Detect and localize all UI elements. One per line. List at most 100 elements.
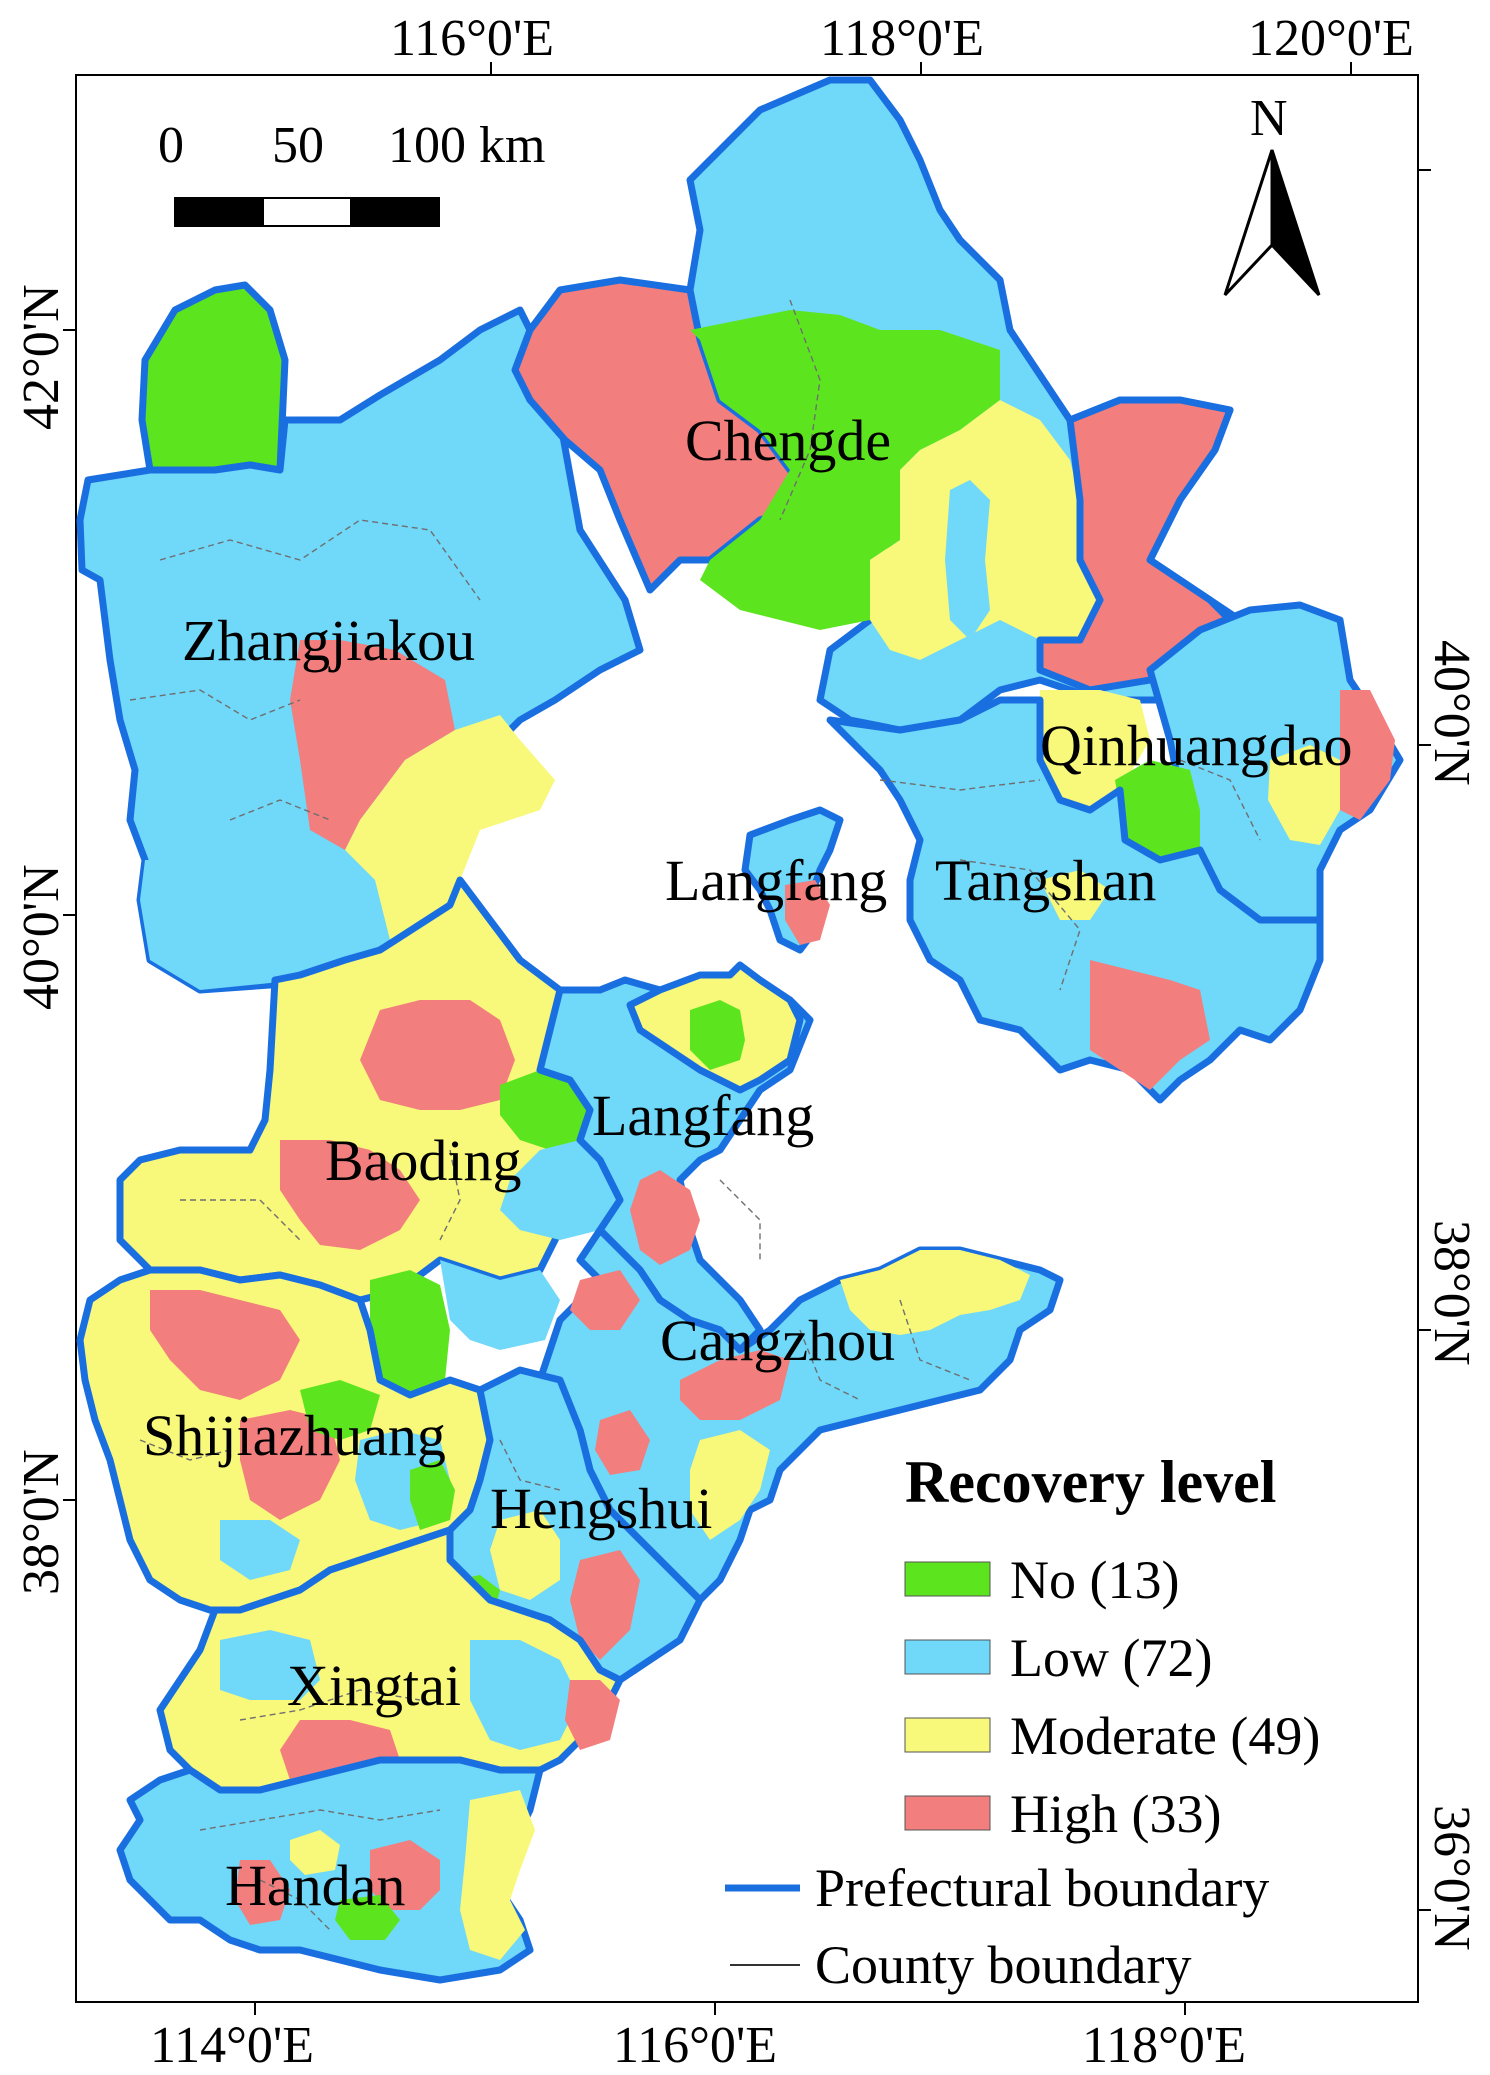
county-baoding-no-south [370,1270,450,1395]
county-cangzhou-high-mid [680,1350,790,1420]
scale-seg-1 [174,197,264,227]
county-handan-moderate-west [290,1830,340,1875]
north-label: N [1250,90,1288,147]
prefecture-langfang [536,961,814,1354]
county-qhd-high [1340,690,1395,820]
county-cangzhou-moderate-south [690,1430,770,1540]
prefecture-qinhuangdao [1040,601,1404,924]
county-hengshui-high-a [595,1410,650,1475]
county-sjz-no [300,1380,380,1440]
city-label-xingtai: Xingtai [287,1653,461,1718]
left-tick-40: 40°0'N [13,864,70,1010]
legend-label-no: No (13) [1010,1550,1179,1610]
city-label-zhangjiakou: Zhangjiakou [182,608,475,673]
scale-seg-3 [350,197,440,227]
legend-swatch-no [904,1561,991,1597]
bottom-tick-116: 116°0'E [613,2017,777,2074]
county-xingtai-low-b [470,1640,580,1750]
scale-bar: 0 50 100 km [158,117,545,227]
county-handan-no [335,1895,400,1940]
prefecture-handan [116,1756,544,1984]
prefecture-shijiazhuang [76,1266,494,1614]
city-label-qinhuangdao: Qinhuangdao [1040,713,1353,778]
top-tick-120: 120°0'E [1248,10,1414,67]
right-tick-40: 40°0'N [1423,640,1480,786]
county-baoding-low-east [500,1140,620,1240]
prefecture-langfang-north [741,806,844,954]
city-label-chengde: Chengde [685,408,891,473]
county-chengde-no [690,310,1000,630]
county-qhd-no [1115,760,1200,860]
prefecture-xingtai [156,1526,624,1794]
county-sjz-high-b [240,1410,340,1520]
county-hengshui-high-b [570,1550,640,1660]
county-tangshan-high [1090,960,1210,1090]
legend-swatch-low [904,1639,991,1675]
bottom-tick-114: 114°0'E [150,2017,314,2074]
left-tick-42: 42°0'N [13,284,70,430]
frame-ticks [63,62,1431,2015]
county-handan-moderate-east [460,1790,535,1960]
city-labels: Chengde Zhangjiakou Qinhuangdao Langfang… [143,408,1353,1918]
county-baoding-high-mid [280,1140,420,1250]
legend-label-prefectural: Prefectural boundary [815,1858,1269,1918]
county-boundaries [129,299,1261,1931]
scale-label-50: 50 [272,117,324,174]
county-handan-high-mid [370,1840,440,1910]
county-sjz-low-west [220,1520,300,1580]
prefecture-zhangjiakou [76,281,644,994]
county-handan-high-west [235,1860,290,1925]
county-zjk-high [290,640,455,850]
prefecture-tangshan [826,696,1324,1104]
county-langfang-high [630,1170,700,1265]
county-baoding-low-south [440,1260,560,1350]
county-cangzhou-moderate [840,1250,1030,1335]
legend-label-moderate: Moderate (49) [1010,1706,1320,1766]
county-qhd-moderate-east [1268,745,1340,845]
prefecture-baoding [116,876,664,1395]
legend-title: Recovery level [905,1449,1276,1515]
north-arrow-icon: N [1223,90,1321,297]
legend: Recovery level No (13) Low (72) Moderate… [725,1449,1320,1995]
prefecture-hengshui [446,1366,704,1684]
scale-label-100: 100 km [388,117,545,174]
left-tick-38: 38°0'N [13,1449,70,1595]
county-cangzhou-high-north [570,1270,640,1330]
scale-seg-2 [262,197,352,227]
county-hengshui-moderate [490,1510,560,1600]
county-langfang-no [690,1000,745,1070]
city-label-langfang-north: Langfang [665,848,887,913]
legend-label-high: High (33) [1010,1784,1221,1844]
county-xingtai-high-east [565,1680,620,1750]
city-label-shijiazhuang: Shijiazhuang [143,1403,446,1468]
bottom-tick-118: 118°0'E [1082,2017,1246,2074]
legend-label-county: County boundary [815,1935,1191,1995]
prefecture-chengde [511,76,1244,734]
right-tick-36: 36°0'N [1423,1805,1480,1951]
county-zjk-moderate [345,715,555,940]
county-baoding-high-north [360,1000,515,1110]
axis-labels: 116°0'E 118°0'E 120°0'E 114°0'E 116°0'E … [13,10,1480,2074]
city-label-cangzhou: Cangzhou [660,1308,895,1373]
county-sjz-high-a [150,1290,300,1400]
city-label-tangshan: Tangshan [935,848,1156,913]
city-label-hengshui: Hengshui [490,1476,712,1541]
county-zjk-low-west [140,860,300,990]
city-label-baoding: Baoding [325,1128,522,1193]
legend-swatch-moderate [904,1717,991,1753]
top-tick-118: 118°0'E [820,10,984,67]
top-tick-116: 116°0'E [390,10,554,67]
city-label-handan: Handan [225,1853,405,1918]
county-chengde-low-inner [945,480,990,640]
county-sjz-no-south [410,1460,455,1530]
legend-label-low: Low (72) [1010,1628,1212,1688]
legend-swatch-high [904,1795,991,1831]
city-label-langfang: Langfang [592,1083,814,1148]
county-xingtai-low-a [220,1630,320,1700]
county-langfang-north-high [785,880,830,945]
scale-label-0: 0 [158,117,184,174]
right-tick-38: 38°0'N [1423,1220,1480,1366]
county-tangshan-moderate [1040,870,1110,920]
county-baoding-no [500,1070,590,1150]
